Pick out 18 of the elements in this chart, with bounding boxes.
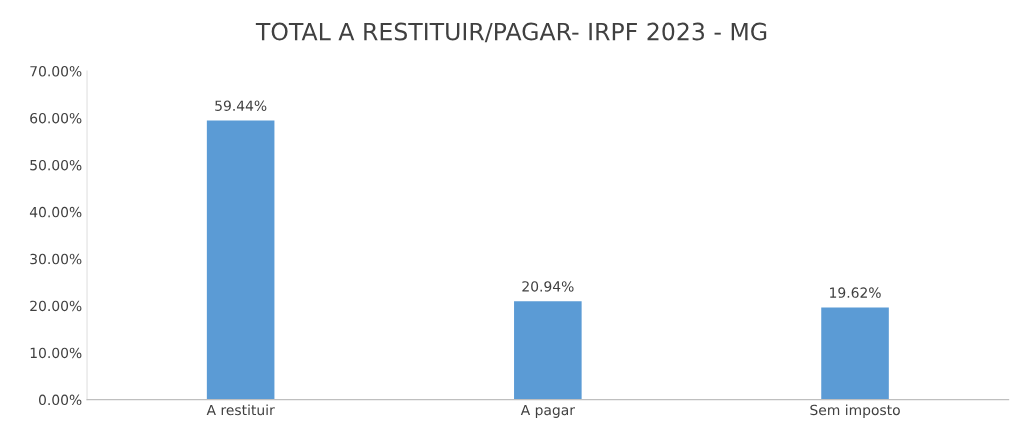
bar xyxy=(206,120,275,400)
x-tick-label: A restituir xyxy=(206,404,275,416)
y-tick-label: 20.00% xyxy=(30,300,82,312)
y-tick-label: 10.00% xyxy=(30,347,82,359)
y-tick-label: 30.00% xyxy=(30,253,82,265)
data-label: 20.94% xyxy=(522,281,574,292)
chart-title: TOTAL A RESTITUIR/PAGAR- IRPF 2023 - MG xyxy=(255,22,767,43)
data-label: 19.62% xyxy=(830,287,881,298)
x-tick-label: Sem imposto xyxy=(810,404,900,418)
y-tick-label: 60.00% xyxy=(30,112,82,124)
x-tick-label: A pagar xyxy=(520,404,575,418)
bar xyxy=(821,307,889,400)
data-label: 59.44% xyxy=(215,100,267,111)
y-tick-label: 50.00% xyxy=(30,159,82,171)
y-tick-label: 40.00% xyxy=(29,206,82,218)
y-tick-label: 70.00% xyxy=(30,66,82,77)
y-tick-label: 0.00% xyxy=(38,394,82,406)
bar xyxy=(514,301,582,400)
